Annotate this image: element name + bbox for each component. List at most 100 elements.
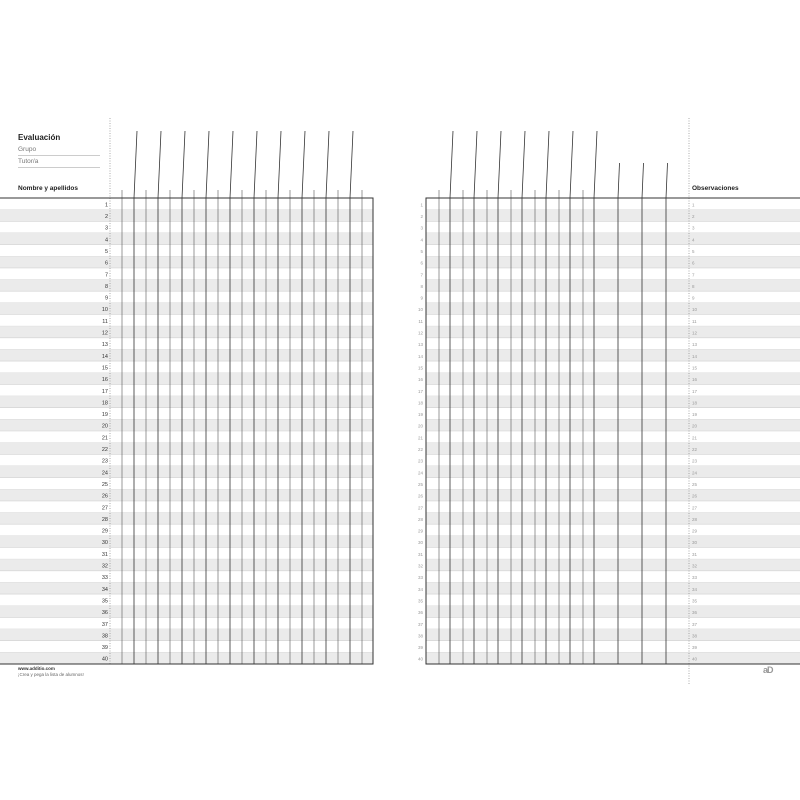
row-number-left: 1 <box>105 202 108 208</box>
row-number-right: 9 <box>420 296 423 301</box>
row-number-left: 27 <box>102 505 108 511</box>
row-shade-left <box>0 629 373 641</box>
row-shade-left <box>0 372 373 385</box>
row-number-left: 13 <box>102 342 108 348</box>
row-number-right: 36 <box>418 610 424 615</box>
row-number-left: 10 <box>102 307 108 313</box>
row-shade-left <box>0 559 373 571</box>
row-shade-left <box>0 209 373 222</box>
additio-logo: aD <box>763 665 773 675</box>
row-number-right: 35 <box>418 598 424 603</box>
row-number-right: 38 <box>418 633 424 638</box>
row-number-right: 22 <box>418 447 424 452</box>
row-number-left: 14 <box>102 354 108 360</box>
row-number-right: 37 <box>418 622 424 627</box>
row-number-right: 23 <box>418 459 424 464</box>
tutor-field[interactable]: Tutor/a <box>18 158 100 168</box>
group-field[interactable]: Grupo <box>18 146 100 156</box>
row-number-left: 39 <box>102 645 108 651</box>
row-number-left: 36 <box>102 610 108 616</box>
row-number-observations: 21 <box>692 435 698 440</box>
row-number-observations: 25 <box>692 482 698 487</box>
row-shade-left <box>0 582 373 595</box>
row-shade-right <box>426 326 800 338</box>
row-number-left: 40 <box>102 657 108 663</box>
footer-tagline: ¡Crea y pega la lista de alumnos! <box>18 672 84 677</box>
row-number-left: 16 <box>102 377 108 383</box>
row-shade-left <box>0 232 373 245</box>
row-number-observations: 36 <box>692 610 698 615</box>
row-number-observations: 13 <box>692 342 698 347</box>
row-number-right: 24 <box>418 470 424 475</box>
row-shade-right <box>426 442 800 455</box>
row-shade-left <box>0 302 373 315</box>
row-number-right: 34 <box>418 587 424 592</box>
row-shade-right <box>426 372 800 385</box>
row-number-left: 6 <box>105 261 108 267</box>
row-number-right: 14 <box>418 354 424 359</box>
row-number-right: 25 <box>418 482 424 487</box>
row-number-left: 31 <box>102 552 108 558</box>
row-shade-right <box>426 512 800 525</box>
row-number-observations: 28 <box>692 517 698 522</box>
row-number-right: 5 <box>420 249 423 254</box>
row-number-observations: 39 <box>692 645 698 650</box>
right-table-border <box>425 197 800 665</box>
row-shade-right <box>426 629 800 641</box>
row-number-right: 29 <box>418 529 424 534</box>
row-number-right: 28 <box>418 517 424 522</box>
row-number-right: 19 <box>418 412 424 417</box>
row-shade-right <box>426 349 800 362</box>
names-header: Nombre y apellidos <box>18 185 78 192</box>
row-shade-right <box>426 302 800 315</box>
row-shade-right <box>426 256 800 268</box>
row-number-observations: 4 <box>692 237 695 242</box>
row-number-left: 29 <box>102 529 108 535</box>
row-number-right: 18 <box>418 400 424 405</box>
row-number-left: 15 <box>102 365 108 371</box>
website-link[interactable]: www.additio.com <box>18 666 55 671</box>
row-number-right: 17 <box>418 389 424 394</box>
evaluation-title: Evaluación <box>18 133 61 142</box>
row-number-right: 2 <box>420 214 423 219</box>
row-shade-left <box>0 256 373 268</box>
row-number-left: 4 <box>105 237 108 243</box>
row-number-right: 6 <box>420 261 423 266</box>
row-shade-left <box>0 279 373 292</box>
row-shade-right <box>426 535 800 548</box>
row-number-left: 7 <box>105 272 108 278</box>
row-number-left: 11 <box>102 319 108 325</box>
row-shade-right <box>426 559 800 571</box>
row-shade-left <box>0 489 373 501</box>
row-number-right: 15 <box>418 365 424 370</box>
row-number-left: 20 <box>102 424 108 430</box>
row-shade-right <box>426 652 800 664</box>
row-number-right: 8 <box>420 284 423 289</box>
row-number-observations: 30 <box>692 540 698 545</box>
row-number-left: 22 <box>102 447 108 453</box>
row-number-observations: 24 <box>692 470 698 475</box>
row-number-observations: 2 <box>692 214 695 219</box>
row-number-left: 21 <box>102 435 108 441</box>
row-number-right: 12 <box>418 331 424 336</box>
row-shade-left <box>0 652 373 664</box>
row-shade-right <box>426 232 800 245</box>
row-shade-right <box>426 209 800 222</box>
row-number-right: 32 <box>418 564 424 569</box>
row-number-right: 33 <box>418 575 424 580</box>
row-number-left: 5 <box>105 249 108 255</box>
row-number-left: 32 <box>102 564 108 570</box>
logo-text: aD <box>763 665 773 675</box>
row-shade-right <box>426 396 800 408</box>
row-number-observations: 32 <box>692 564 698 569</box>
row-shade-left <box>0 419 373 431</box>
row-number-observations: 22 <box>692 447 698 452</box>
row-number-left: 9 <box>105 296 108 302</box>
row-number-observations: 6 <box>692 261 695 266</box>
row-shade-left <box>0 512 373 525</box>
row-shade-right <box>426 489 800 501</box>
row-shade-left <box>0 465 373 478</box>
row-number-left: 24 <box>102 470 108 476</box>
row-number-observations: 10 <box>692 307 698 312</box>
